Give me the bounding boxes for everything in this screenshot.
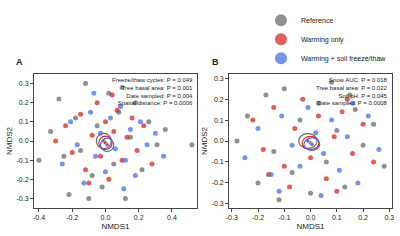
- svg-text:-0.4: -0.4: [33, 214, 45, 221]
- svg-text:-0.1: -0.1: [17, 157, 29, 164]
- svg-text:0.0: 0.0: [306, 214, 316, 221]
- svg-text:0.0: 0.0: [19, 137, 29, 144]
- svg-text:-0.2: -0.2: [17, 176, 29, 183]
- svg-text:NMDS2: NMDS2: [200, 126, 209, 155]
- svg-text:0.0: 0.0: [101, 214, 111, 221]
- svg-text:B: B: [212, 57, 219, 67]
- svg-text:Freeze/thaw cycles: P = 0.049T: Freeze/thaw cycles: P = 0.049Tree basal …: [112, 77, 193, 106]
- svg-text:0.2: 0.2: [134, 214, 144, 221]
- svg-text:NMDS1: NMDS1: [297, 222, 326, 231]
- svg-text:Snow AUC: P = 0.018Tree basal: Snow AUC: P = 0.018Tree basal area: P = …: [316, 77, 388, 106]
- svg-text:0.1: 0.1: [332, 214, 342, 221]
- svg-text:-0.3: -0.3: [226, 214, 238, 221]
- svg-text:0.3: 0.3: [385, 214, 395, 221]
- svg-text:-0.1: -0.1: [278, 214, 290, 221]
- svg-text:0.1: 0.1: [214, 117, 224, 124]
- svg-text:0.3: 0.3: [19, 80, 29, 87]
- svg-text:NMDS2: NMDS2: [5, 126, 14, 155]
- svg-text:Warming + soil freeze/thaw: Warming + soil freeze/thaw: [301, 55, 386, 63]
- svg-text:0.2: 0.2: [19, 99, 29, 106]
- svg-text:-0.1: -0.1: [212, 158, 224, 165]
- svg-text:-0.2: -0.2: [212, 179, 224, 186]
- svg-text:NMDS1: NMDS1: [101, 222, 130, 231]
- svg-text:-0.3: -0.3: [212, 200, 224, 207]
- svg-text:0.2: 0.2: [214, 96, 224, 103]
- svg-text:0.1: 0.1: [19, 118, 29, 125]
- svg-text:-0.3: -0.3: [17, 195, 29, 202]
- svg-text:Warming only: Warming only: [301, 36, 344, 44]
- svg-text:0.0: 0.0: [214, 137, 224, 144]
- svg-text:Reference: Reference: [301, 17, 333, 24]
- svg-text:0.3: 0.3: [214, 75, 224, 82]
- svg-text:A: A: [16, 57, 23, 67]
- svg-text:0.4: 0.4: [167, 214, 177, 221]
- svg-text:-0.2: -0.2: [66, 214, 78, 221]
- svg-text:0.2: 0.2: [358, 214, 368, 221]
- svg-text:-0.2: -0.2: [252, 214, 264, 221]
